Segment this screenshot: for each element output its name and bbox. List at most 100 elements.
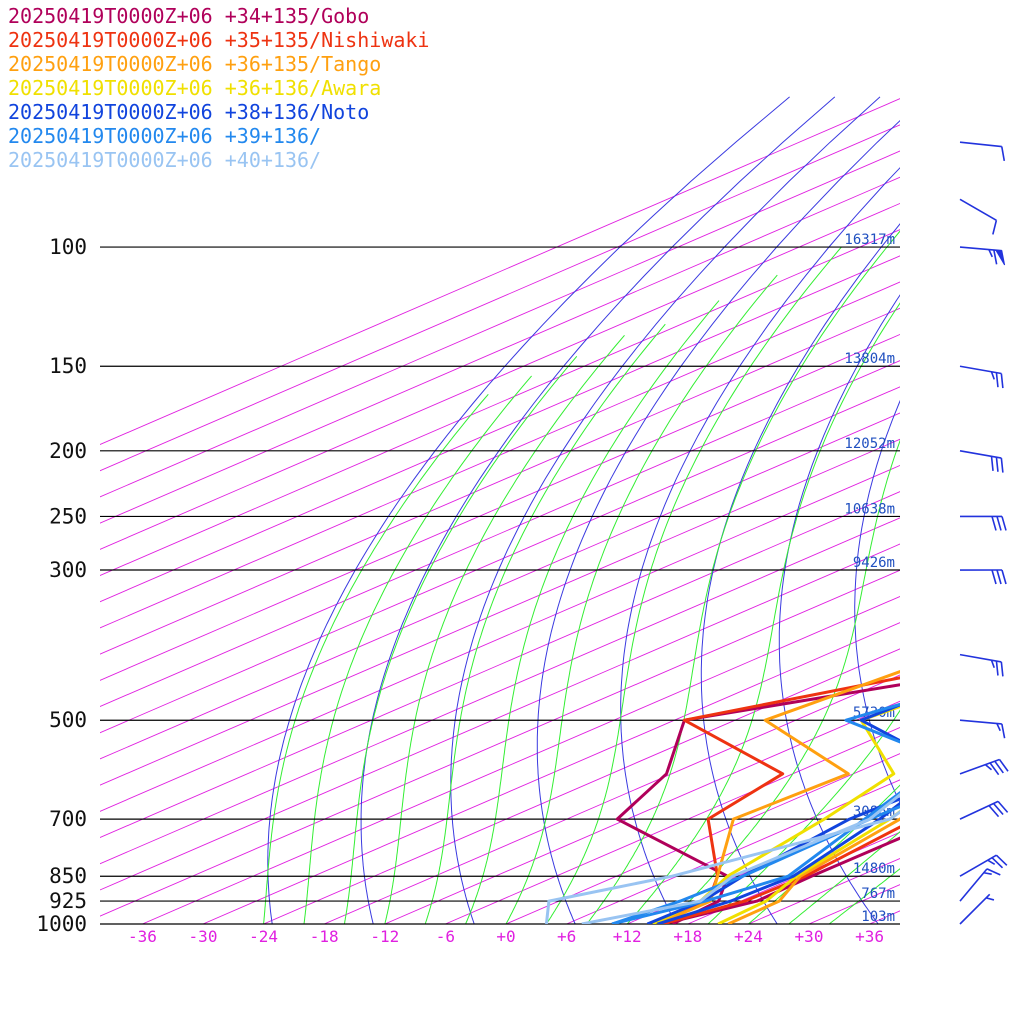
temperature-tick-label: -30	[189, 927, 218, 946]
wind-barb	[959, 653, 1004, 677]
wind-barb	[959, 450, 1004, 473]
wind-barb-flag	[991, 516, 997, 531]
isotherm-line	[100, 491, 900, 839]
dry-adiabat-line	[700, 223, 900, 924]
wind-barb	[959, 893, 995, 925]
sounding-series-group	[646, 703, 900, 924]
wind-barb	[959, 569, 1007, 585]
isotherm-line	[100, 412, 900, 760]
isotherm-line	[505, 753, 900, 924]
moist-adiabat-line	[626, 302, 900, 924]
dry-adiabat-line	[778, 294, 900, 924]
wind-barb	[959, 246, 1006, 266]
wind-barb-staff	[959, 868, 988, 902]
legend-entry: 20250419T0000Z+06 +36+136/Awara	[8, 76, 382, 100]
wind-barb-staff	[959, 141, 1002, 148]
isotherm-line	[100, 98, 900, 446]
wind-barb-flag	[990, 456, 994, 471]
wind-barb-flag	[995, 660, 999, 676]
height-label: 103m	[861, 909, 895, 925]
wind-barb-flag	[1001, 569, 1007, 585]
temperature-tick-label: -18	[310, 927, 339, 946]
dry-adiabat-line	[620, 167, 900, 924]
wind-barb-flag	[996, 569, 1002, 585]
wind-barb-flag	[995, 457, 999, 472]
wind-barb	[959, 868, 1001, 902]
wind-barb-flag	[1000, 458, 1004, 473]
legend-entry: 20250419T0000Z+06 +38+136/Noto	[8, 100, 370, 124]
temperature-profile-line	[657, 801, 900, 924]
height-label: 10638m	[844, 501, 895, 517]
wind-barbs	[959, 141, 1009, 925]
height-label: 9426m	[853, 555, 895, 571]
wind-barb-staff	[959, 893, 991, 925]
isotherm-line	[100, 255, 900, 603]
pressure-label: 925	[49, 889, 87, 913]
wind-barb-staff	[959, 854, 997, 877]
temperature-tick-label: +12	[613, 927, 642, 946]
wind-barb-staff	[959, 719, 1002, 725]
pressure-label: 500	[49, 708, 87, 732]
wind-barb-staff	[959, 758, 1000, 775]
isotherm-line	[100, 569, 900, 917]
moist-adiabat-line	[505, 274, 778, 924]
legend-entry: 20250419T0000Z+06 +39+136/	[8, 124, 322, 148]
isotherm-line	[384, 700, 900, 924]
wind-barb-flag	[989, 762, 1000, 776]
height-label: 767m	[861, 886, 895, 902]
temperature-tick-label: +0	[496, 927, 515, 946]
wind-barb-flag	[995, 854, 1008, 866]
wind-barb-staff	[959, 365, 1002, 375]
wind-barb-half-flag	[987, 859, 996, 865]
wind-barb-flag	[991, 857, 1004, 869]
moist-adiabat-line	[465, 300, 720, 924]
isotherm-line	[324, 674, 900, 924]
temperature-profile-line	[717, 809, 900, 924]
temperature-tick-label: -24	[249, 927, 278, 946]
pressure-label: 1000	[36, 912, 87, 936]
pressure-label: 300	[49, 558, 87, 582]
temperature-tick-label: +6	[557, 927, 576, 946]
temperature-tick-label: +30	[795, 927, 824, 946]
dry-adiabat-line	[536, 119, 900, 924]
dry-adiabat-line	[450, 96, 881, 924]
wind-barb-flag	[1001, 516, 1007, 531]
wind-barb-half-flag	[990, 659, 995, 669]
wind-barb-staff	[959, 800, 999, 820]
wind-barb-pennant	[994, 249, 1006, 266]
temperature-tick-label: -12	[370, 927, 399, 946]
temperature-tick-label: -36	[128, 927, 157, 946]
temperature-profile-line	[727, 817, 900, 924]
isotherm-line	[202, 622, 900, 924]
wind-barb-flag	[1000, 373, 1004, 389]
legend-entry: 20250419T0000Z+06 +34+135/Gobo	[8, 4, 370, 28]
isobars	[100, 246, 900, 925]
isotherm-line	[808, 884, 900, 924]
isotherm-line	[100, 176, 900, 524]
wind-barb-half-flag	[996, 723, 1001, 732]
temperature-tick-label: +18	[673, 927, 702, 946]
isotherm-line	[100, 307, 900, 655]
height-label: 12052m	[844, 436, 895, 452]
isotherm-line	[100, 124, 900, 472]
wind-barb-flag	[997, 800, 1009, 813]
chart-legend: 20250419T0000Z+06 +34+135/Gobo 20250419T0…	[8, 4, 429, 172]
wind-barb-half-flag	[985, 897, 995, 901]
isotherm-line	[566, 779, 900, 924]
wind-barb	[959, 758, 1009, 776]
temperature-profile-line	[581, 792, 900, 924]
pressure-label: 250	[49, 504, 87, 528]
isotherm-line	[100, 229, 900, 577]
legend-entry: 20250419T0000Z+06 +36+135/Tango	[8, 52, 382, 76]
legend-entry: 20250419T0000Z+06 +35+135/Nishiwaki	[8, 28, 430, 52]
wind-barb	[959, 198, 998, 235]
sounding-series-group	[615, 683, 900, 924]
wind-barb	[959, 365, 1004, 389]
height-label: 1480m	[853, 861, 895, 877]
isotherm-line	[100, 464, 900, 812]
legend-entry: 20250419T0000Z+06 +40+136/	[8, 148, 322, 172]
wind-barb	[959, 800, 1009, 820]
pressure-label: 150	[49, 354, 87, 378]
pressure-label: 700	[49, 807, 87, 831]
